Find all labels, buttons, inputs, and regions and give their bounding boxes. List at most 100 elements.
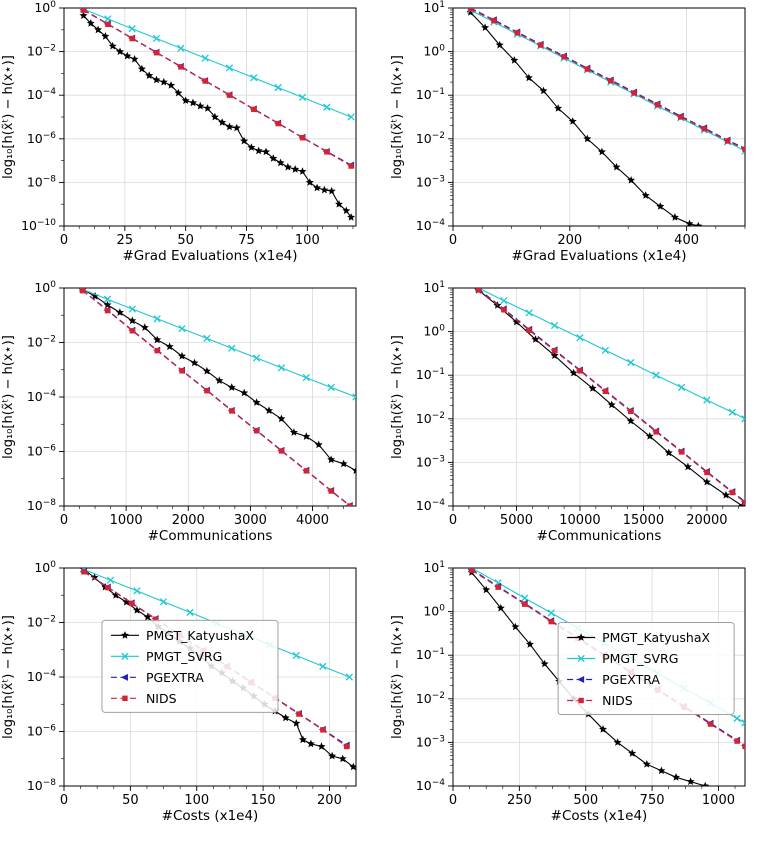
plot-border	[63, 7, 357, 227]
star-marker	[554, 104, 563, 112]
plot-border	[452, 287, 746, 507]
triangle-left-marker	[577, 676, 585, 683]
star-marker	[115, 308, 124, 316]
x-marker	[298, 93, 307, 102]
svg-text:0: 0	[60, 513, 68, 528]
star-marker	[335, 200, 343, 208]
star-marker	[181, 96, 190, 104]
subplot-costs-left: log₁₀[h(x̃ᵗ) − h(x⋆)] 0 50 100 150 200 100 10−…	[0, 560, 389, 840]
star-marker	[686, 777, 695, 785]
star-marker	[165, 342, 174, 350]
x-marker	[347, 113, 355, 121]
x-marker	[323, 103, 331, 111]
square-marker	[475, 288, 482, 293]
square-marker	[122, 695, 128, 702]
legend: PMGT_KatyushaX PMGT_SVRG PGEXTRA NIDS	[101, 619, 279, 713]
square-marker	[654, 102, 661, 108]
svg-text:10−3: 10−3	[416, 454, 445, 469]
star-marker	[568, 117, 577, 125]
x-tick-labels: 0 1000 2000 3000 4000	[60, 513, 329, 528]
x-axis-label: #Communications	[536, 528, 662, 544]
square-marker	[229, 408, 235, 414]
triangle-left-marker	[120, 673, 128, 681]
square-marker	[607, 78, 614, 84]
square-marker	[501, 307, 507, 313]
star-marker	[320, 185, 329, 194]
x-marker	[133, 587, 141, 595]
star-marker	[597, 147, 606, 156]
x-marker	[577, 654, 585, 663]
square-marker	[152, 616, 159, 622]
svg-text:100: 100	[423, 324, 445, 339]
svg-text:200: 200	[557, 233, 582, 248]
subplot-costs-right: log₁₀[h(x̃ᵗ) − h(x⋆)] 0 250 500 750 1000 101 1…	[389, 560, 778, 840]
svg-text:10−8: 10−8	[27, 498, 56, 513]
square-marker	[602, 388, 609, 395]
svg-text:25: 25	[117, 233, 134, 248]
star-marker	[291, 165, 300, 173]
major-ticks	[59, 567, 330, 791]
svg-text:10−3: 10−3	[416, 174, 445, 189]
chart-canvas-5: 0 250 500 750 1000 101 100 10−1 10−2 10−3 10−4 PMGT…	[416, 560, 746, 808]
star-marker	[116, 47, 124, 55]
x-tick-labels: 0 250 500 750 1000	[449, 793, 735, 808]
svg-text:10−2: 10−2	[416, 131, 445, 146]
chart-canvas-4: 0 50 100 150 200 100 10−2 10−4 10−6 10−8 PMGT_Katy…	[27, 560, 357, 808]
svg-text:750: 750	[640, 793, 665, 808]
square-marker	[204, 388, 210, 394]
square-marker	[226, 92, 233, 98]
star-marker	[481, 23, 490, 31]
legend-label: PMGT_KatyushaX	[146, 628, 254, 643]
x-marker	[152, 34, 161, 43]
x-marker	[178, 324, 186, 333]
svg-text:15000: 15000	[623, 513, 664, 528]
star-marker	[252, 398, 261, 406]
major-ticks	[59, 7, 308, 231]
square-marker	[514, 30, 520, 36]
svg-text:100: 100	[34, 0, 56, 15]
series-NIDS	[467, 8, 745, 152]
star-marker	[685, 219, 694, 226]
svg-text:10−2: 10−2	[416, 691, 445, 706]
svg-text:10−8: 10−8	[27, 778, 56, 793]
x-tick-labels: 0 25 50 75 100	[60, 233, 320, 248]
star-marker	[577, 633, 586, 641]
star-marker	[627, 176, 636, 184]
square-marker	[278, 448, 285, 454]
chart-canvas-0: 0 25 50 75 100 100 10−2 10−4 10−6 10−8 10−10	[21, 0, 357, 248]
star-marker	[283, 162, 292, 171]
subplot-grad-evals-right: log₁₀[h(x̃ᵗ) − h(x⋆)] 0 200 400 101 100 10−1 1…	[389, 0, 778, 280]
star-marker	[178, 351, 186, 360]
star-marker	[656, 202, 665, 210]
svg-text:3000: 3000	[234, 513, 267, 528]
star-marker	[108, 41, 117, 50]
square-marker	[742, 146, 745, 152]
star-marker	[130, 55, 139, 63]
svg-text:1000: 1000	[702, 793, 735, 808]
square-marker	[548, 618, 554, 625]
svg-text:100: 100	[184, 793, 209, 808]
star-marker	[91, 292, 100, 300]
subplot-communications-left: log₁₀[h(x̃ᵗ) − h(x⋆)] 0 1000 2000 3000 4000 1…	[0, 280, 389, 560]
series-PMGT_KatyushaX	[79, 11, 356, 221]
x-marker	[677, 383, 686, 392]
svg-text:10−4: 10−4	[27, 389, 56, 404]
x-marker	[252, 354, 261, 362]
square-marker	[701, 126, 707, 132]
star-marker	[202, 366, 211, 375]
star-marker	[289, 428, 298, 436]
x-marker	[547, 609, 555, 617]
star-marker	[642, 760, 651, 768]
star-marker	[327, 186, 336, 195]
x-tick-labels: 0 200 400	[449, 233, 699, 248]
x-marker	[250, 74, 258, 82]
svg-text:100: 100	[423, 604, 445, 619]
series-PMGT_SVRG	[474, 288, 745, 423]
plot-border	[452, 567, 746, 787]
square-marker	[628, 408, 634, 415]
svg-text:10−4: 10−4	[27, 669, 56, 684]
x-marker	[186, 608, 194, 617]
x-marker	[728, 408, 736, 416]
legend-label: NIDS	[146, 691, 177, 706]
